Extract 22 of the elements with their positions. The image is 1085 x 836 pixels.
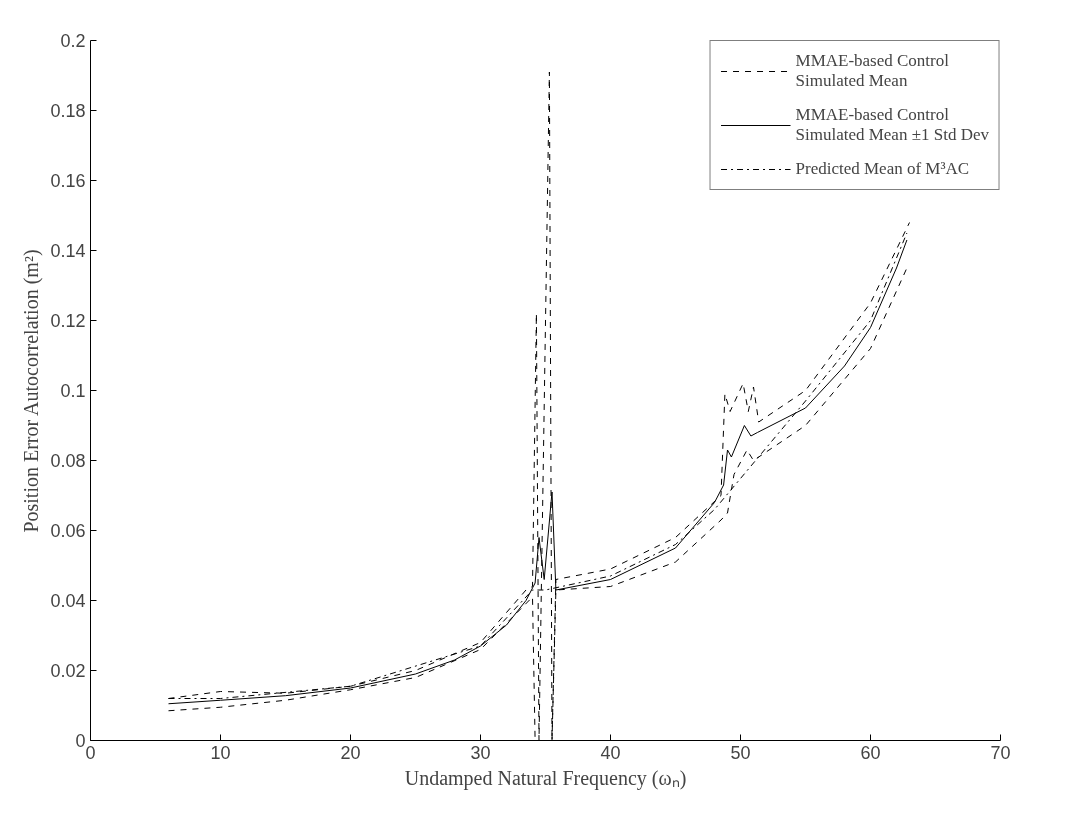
x-tick-label: 20 — [340, 742, 361, 763]
y-tick-label: 0.12 — [50, 311, 86, 331]
y-tick-label: 0.1 — [60, 381, 86, 401]
y-tick-label: 0.04 — [50, 591, 86, 611]
x-tick-label: 30 — [470, 742, 491, 763]
legend-label: MMAE-based Control Simulated Mean ±1 Std Dev — [795, 105, 989, 145]
y-axis-title: Position Error Autocorrelation (m²) — [20, 249, 44, 533]
y-tick-label: 0.02 — [50, 661, 86, 681]
y-tick-label: 0.08 — [50, 451, 86, 471]
y-tick-label: 0.14 — [50, 241, 86, 261]
y-tick-label: 0.18 — [50, 101, 86, 121]
y-tick-label: 0.16 — [50, 171, 86, 191]
x-tick-label: 40 — [600, 742, 621, 763]
legend-label: MMAE-based Control Simulated Mean — [795, 51, 949, 91]
legend-label: Predicted Mean of M³AC — [795, 159, 970, 179]
y-tick-label: 0.06 — [50, 521, 86, 541]
x-tick-label: 60 — [860, 742, 881, 763]
x-tick-label: 50 — [730, 742, 751, 763]
y-tick-label: 0.2 — [60, 31, 86, 51]
x-tick-label: 10 — [210, 742, 231, 763]
x-axis-title: Undamped Natural Frequency (ωₙ) — [404, 766, 687, 790]
x-tick-label: 70 — [990, 742, 1011, 763]
